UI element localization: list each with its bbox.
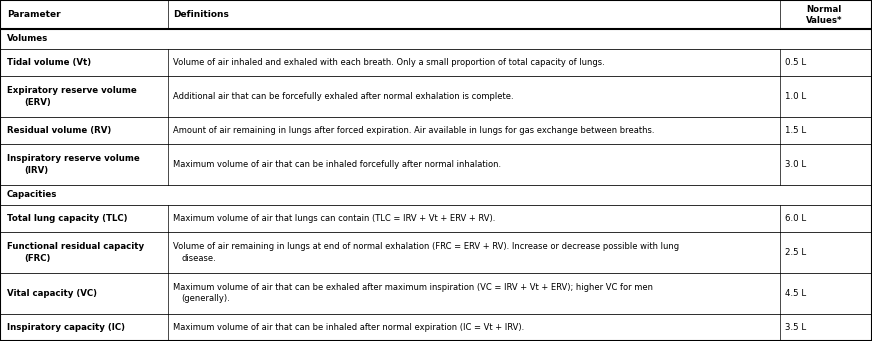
Bar xyxy=(0,273,872,314)
Bar xyxy=(0,76,872,117)
Text: Maximum volume of air that can be exhaled after maximum inspiration (VC = IRV + : Maximum volume of air that can be exhale… xyxy=(173,283,652,292)
Bar xyxy=(0,314,872,341)
Text: (generally).: (generally). xyxy=(181,295,230,303)
Text: Maximum volume of air that can be inhaled forcefully after normal inhalation.: Maximum volume of air that can be inhale… xyxy=(173,160,501,169)
Text: disease.: disease. xyxy=(181,254,216,263)
Text: Residual volume (RV): Residual volume (RV) xyxy=(7,126,112,135)
Text: (IRV): (IRV) xyxy=(24,166,49,175)
Bar xyxy=(0,29,872,49)
Bar xyxy=(0,232,872,273)
Text: (FRC): (FRC) xyxy=(24,254,51,263)
Text: Total lung capacity (TLC): Total lung capacity (TLC) xyxy=(7,214,127,223)
Text: 1.0 L: 1.0 L xyxy=(785,92,806,101)
Bar xyxy=(0,144,872,185)
Bar xyxy=(0,185,872,205)
Text: Maximum volume of air that lungs can contain (TLC = IRV + Vt + ERV + RV).: Maximum volume of air that lungs can con… xyxy=(173,214,495,223)
Text: 0.5 L: 0.5 L xyxy=(785,58,806,67)
Text: Expiratory reserve volume: Expiratory reserve volume xyxy=(7,86,137,95)
Bar xyxy=(0,205,872,232)
Text: 2.5 L: 2.5 L xyxy=(785,248,806,257)
Text: 3.0 L: 3.0 L xyxy=(785,160,806,169)
Text: Capacities: Capacities xyxy=(7,190,58,199)
Text: Inspiratory reserve volume: Inspiratory reserve volume xyxy=(7,154,140,163)
Text: Additional air that can be forcefully exhaled after normal exhalation is complet: Additional air that can be forcefully ex… xyxy=(173,92,514,101)
Text: 1.5 L: 1.5 L xyxy=(785,126,806,135)
Text: Parameter: Parameter xyxy=(7,10,60,19)
Text: 3.5 L: 3.5 L xyxy=(785,323,806,332)
Text: Volumes: Volumes xyxy=(7,34,48,43)
Bar xyxy=(0,117,872,144)
Text: Inspiratory capacity (IC): Inspiratory capacity (IC) xyxy=(7,323,125,332)
Text: Functional residual capacity: Functional residual capacity xyxy=(7,242,144,251)
Text: Volume of air remaining in lungs at end of normal exhalation (FRC = ERV + RV). I: Volume of air remaining in lungs at end … xyxy=(173,242,678,251)
Text: Amount of air remaining in lungs after forced expiration. Air available in lungs: Amount of air remaining in lungs after f… xyxy=(173,126,654,135)
Text: Maximum volume of air that can be inhaled after normal expiration (IC = Vt + IRV: Maximum volume of air that can be inhale… xyxy=(173,323,524,332)
Text: Vital capacity (VC): Vital capacity (VC) xyxy=(7,289,97,298)
Text: Definitions: Definitions xyxy=(173,10,228,19)
Text: 6.0 L: 6.0 L xyxy=(785,214,806,223)
Text: Volume of air inhaled and exhaled with each breath. Only a small proportion of t: Volume of air inhaled and exhaled with e… xyxy=(173,58,604,67)
Text: Normal
Values*: Normal Values* xyxy=(806,4,842,25)
Text: (ERV): (ERV) xyxy=(24,98,51,107)
Text: 4.5 L: 4.5 L xyxy=(785,289,806,298)
Text: Tidal volume (Vt): Tidal volume (Vt) xyxy=(7,58,91,67)
Bar xyxy=(0,0,872,29)
Bar xyxy=(0,49,872,76)
